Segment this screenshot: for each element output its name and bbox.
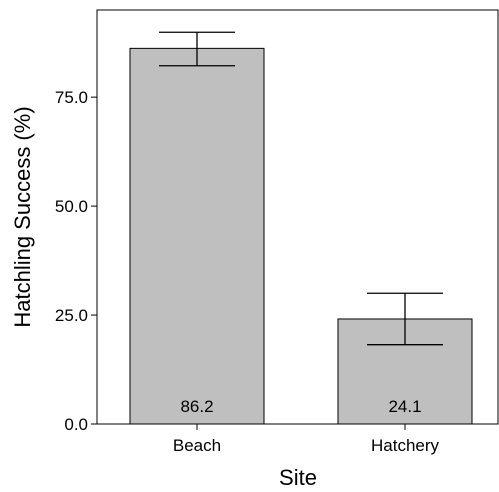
bar bbox=[130, 48, 264, 424]
y-axis-title: Hatchling Success (%) bbox=[10, 106, 35, 327]
y-tick-label: 25.0 bbox=[55, 306, 88, 325]
y-tick-label: 50.0 bbox=[55, 197, 88, 216]
y-axis: 0.0 25.0 50.0 75.0 bbox=[55, 88, 97, 434]
y-tick-label: 0.0 bbox=[64, 415, 88, 434]
bars bbox=[130, 48, 472, 424]
x-tick-label: Hatchery bbox=[371, 436, 440, 455]
bar-value-label: 24.1 bbox=[388, 397, 421, 416]
x-axis: Beach Hatchery bbox=[173, 424, 440, 455]
bar-value-label: 86.2 bbox=[180, 397, 213, 416]
x-axis-title: Site bbox=[279, 465, 317, 490]
y-tick-label: 75.0 bbox=[55, 88, 88, 107]
x-tick-label: Beach bbox=[173, 436, 221, 455]
